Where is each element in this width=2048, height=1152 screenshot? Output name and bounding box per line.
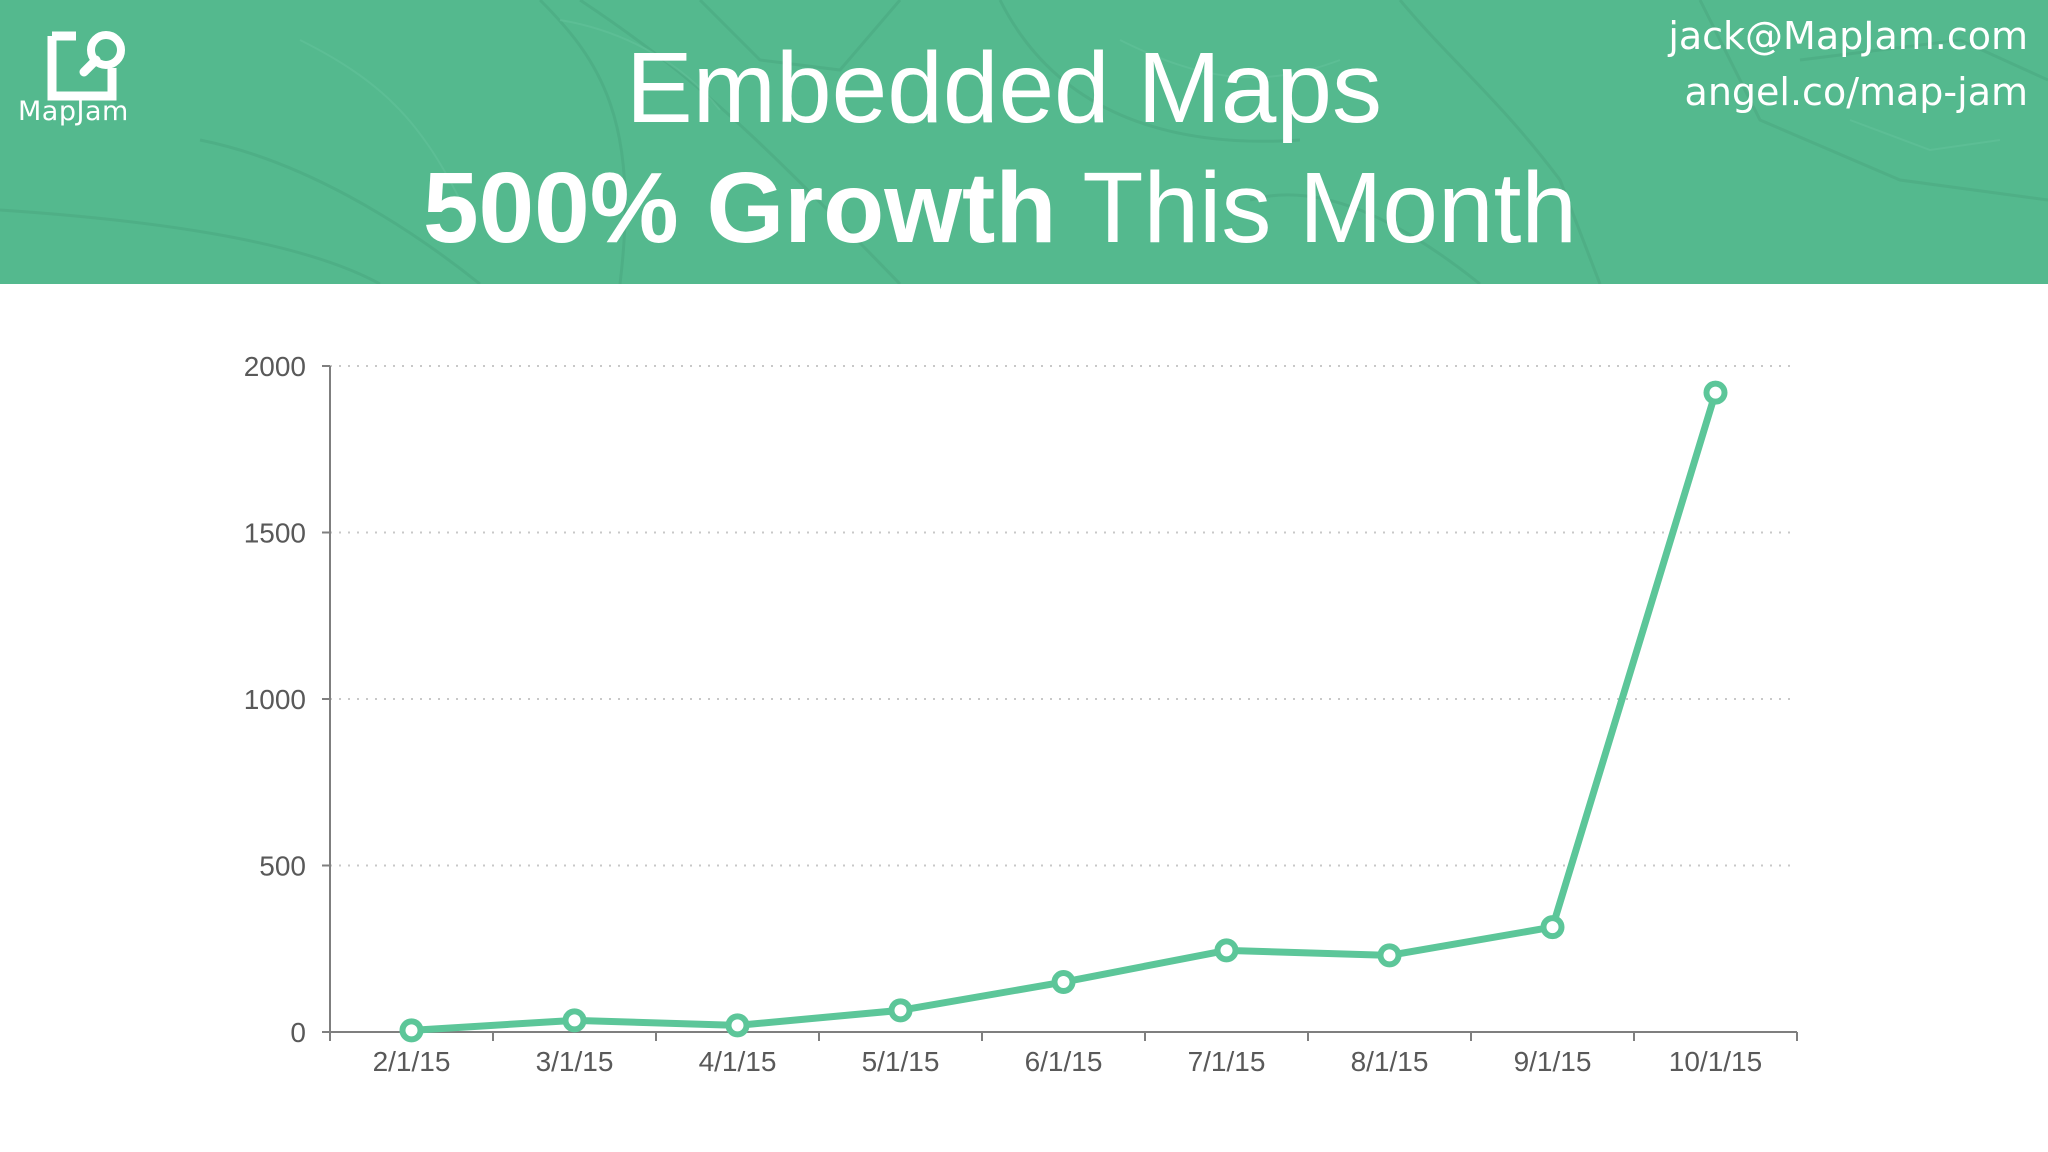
page-title: Embedded Maps xyxy=(625,32,1382,144)
page-subtitle: 500% Growth This Month xyxy=(0,148,2048,268)
map-background-texture xyxy=(0,0,2048,284)
x-tick-label: 5/1/15 xyxy=(862,1046,940,1077)
data-point xyxy=(1540,915,1565,940)
contact-email[interactable]: jack@MapJam.com xyxy=(1668,14,2028,58)
mapjam-logo-icon xyxy=(47,31,125,101)
y-tick-label: 1000 xyxy=(244,684,306,715)
x-tick-label: 7/1/15 xyxy=(1188,1046,1266,1077)
y-tick-label: 1500 xyxy=(244,518,306,549)
logo-wordmark: MapJam xyxy=(18,96,129,127)
x-tick-label: 4/1/15 xyxy=(699,1046,777,1077)
data-point xyxy=(562,1008,587,1033)
x-tick-label: 10/1/15 xyxy=(1669,1046,1762,1077)
y-tick-label: 2000 xyxy=(244,351,306,382)
x-tick-label: 6/1/15 xyxy=(1025,1046,1103,1077)
subtitle-bold: 500% Growth xyxy=(422,152,1057,264)
contact-url[interactable]: angel.co/map-jam xyxy=(1684,70,2028,114)
x-tick-label: 8/1/15 xyxy=(1351,1046,1429,1077)
data-point xyxy=(888,998,913,1023)
data-point xyxy=(725,1013,750,1038)
x-tick-label: 3/1/15 xyxy=(536,1046,614,1077)
series-line xyxy=(408,389,1719,1034)
data-point xyxy=(1377,943,1402,968)
x-tick-label: 2/1/15 xyxy=(373,1046,451,1077)
data-point xyxy=(1051,970,1076,995)
growth-line-chart: 0 500 1000 1500 2000 2/1/15 3/1/15 4/1/15 5/1/15… xyxy=(244,351,1798,1077)
x-tick-label: 9/1/15 xyxy=(1514,1046,1592,1077)
data-point xyxy=(399,1018,424,1043)
y-tick-label: 500 xyxy=(259,851,306,882)
header-banner: MapJam Embedded Maps 500% Growth This Mo… xyxy=(0,0,2048,284)
data-point xyxy=(1703,380,1728,405)
contact-info: jack@MapJam.com angel.co/map-jam xyxy=(1668,8,2028,120)
y-tick-label: 0 xyxy=(290,1017,306,1048)
data-point xyxy=(1214,938,1239,963)
subtitle-rest: This Month xyxy=(1056,152,1578,264)
